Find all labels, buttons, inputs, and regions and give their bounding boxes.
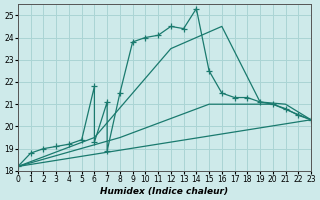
X-axis label: Humidex (Indice chaleur): Humidex (Indice chaleur) <box>100 187 228 196</box>
